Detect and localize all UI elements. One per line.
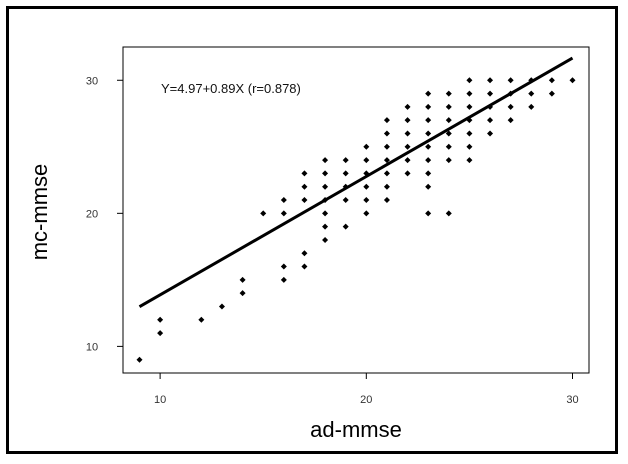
data-point — [466, 143, 473, 150]
data-point — [322, 183, 329, 190]
data-point — [157, 330, 164, 337]
data-points — [136, 77, 576, 363]
x-tick-label: 20 — [360, 394, 372, 406]
data-point — [280, 197, 287, 204]
data-point — [383, 130, 390, 137]
data-point — [301, 183, 308, 190]
data-point — [363, 197, 370, 204]
y-axis-label: mc-mmse — [27, 164, 52, 261]
data-point — [383, 170, 390, 177]
data-point — [157, 316, 164, 323]
x-tick-label: 10 — [154, 394, 166, 406]
data-point — [383, 183, 390, 190]
data-point — [383, 197, 390, 204]
data-point — [425, 157, 432, 164]
data-point — [487, 90, 494, 97]
data-point — [445, 157, 452, 164]
data-point — [528, 103, 535, 110]
x-axis: 10 20 30 — [154, 373, 579, 406]
data-point — [301, 263, 308, 270]
data-point — [487, 77, 494, 84]
data-point — [425, 130, 432, 137]
data-point — [487, 130, 494, 137]
data-point — [507, 103, 514, 110]
data-point — [198, 316, 205, 323]
data-point — [466, 157, 473, 164]
data-point — [466, 90, 473, 97]
data-point — [383, 157, 390, 164]
data-point — [301, 250, 308, 257]
data-point — [322, 223, 329, 230]
data-point — [260, 210, 267, 217]
data-point — [239, 276, 246, 283]
y-tick-label: 20 — [86, 208, 98, 220]
regression-line — [138, 56, 574, 309]
data-point — [445, 90, 452, 97]
data-point — [280, 276, 287, 283]
figure-frame — [6, 6, 618, 454]
data-point — [445, 117, 452, 124]
data-point — [425, 103, 432, 110]
data-point — [280, 210, 287, 217]
data-point — [404, 143, 411, 150]
y-axis: 10 20 30 — [86, 75, 123, 353]
data-point — [548, 77, 555, 84]
data-point — [322, 210, 329, 217]
data-point — [280, 263, 287, 270]
y-tick-label: 10 — [86, 341, 98, 353]
data-point — [322, 170, 329, 177]
data-point — [466, 103, 473, 110]
data-point — [425, 90, 432, 97]
data-point — [383, 117, 390, 124]
data-point — [239, 290, 246, 297]
data-point — [548, 90, 555, 97]
data-point — [404, 130, 411, 137]
data-point — [301, 197, 308, 204]
data-point — [342, 197, 349, 204]
y-tick-label: 30 — [86, 75, 98, 87]
data-point — [363, 210, 370, 217]
data-point — [569, 77, 576, 84]
data-point — [425, 143, 432, 150]
regression-annotation: Y=4.97+0.89X (r=0.878) — [161, 81, 301, 96]
data-point — [383, 143, 390, 150]
data-point — [404, 170, 411, 177]
data-point — [425, 170, 432, 177]
data-point — [425, 117, 432, 124]
data-point — [466, 130, 473, 137]
x-axis-label: ad-mmse — [310, 417, 402, 442]
data-point — [363, 183, 370, 190]
data-point — [342, 157, 349, 164]
data-point — [342, 170, 349, 177]
data-point — [425, 210, 432, 217]
data-point — [322, 236, 329, 243]
x-tick-label: 30 — [566, 394, 578, 406]
data-point — [507, 77, 514, 84]
data-point — [507, 117, 514, 124]
data-point — [445, 210, 452, 217]
data-point — [425, 183, 432, 190]
data-point — [342, 223, 349, 230]
data-point — [404, 157, 411, 164]
data-point — [487, 117, 494, 124]
data-point — [363, 143, 370, 150]
plot-area — [122, 46, 590, 374]
data-point — [466, 77, 473, 84]
data-point — [301, 170, 308, 177]
data-point — [404, 103, 411, 110]
data-point — [363, 157, 370, 164]
data-point — [528, 90, 535, 97]
data-point — [218, 303, 225, 310]
data-point — [445, 130, 452, 137]
data-point — [445, 143, 452, 150]
data-point — [322, 157, 329, 164]
data-point — [404, 117, 411, 124]
data-point — [136, 356, 143, 363]
data-point — [445, 103, 452, 110]
